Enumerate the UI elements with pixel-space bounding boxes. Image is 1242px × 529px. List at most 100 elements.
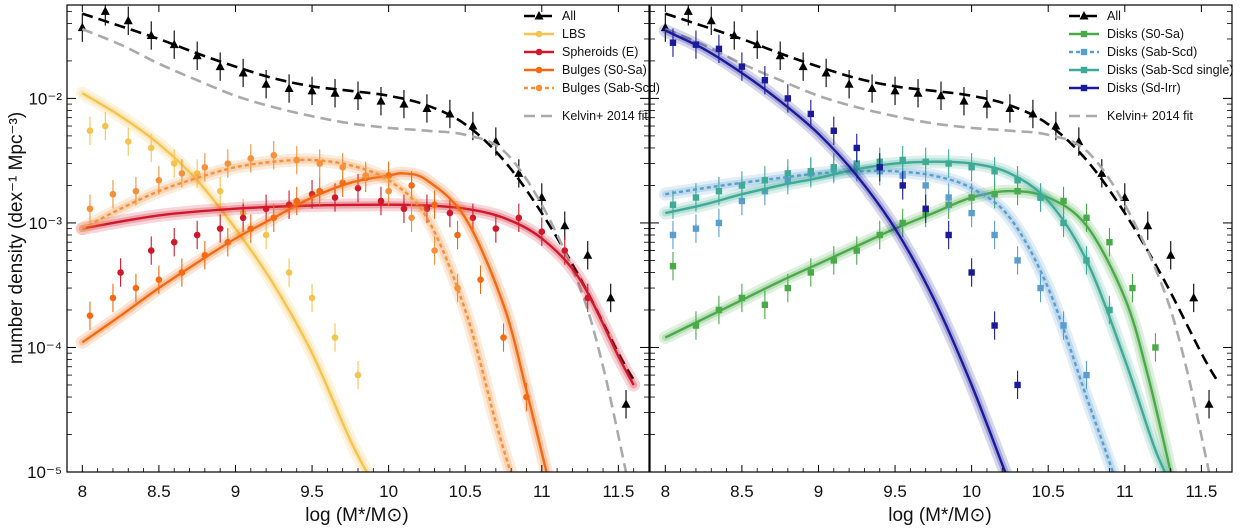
right-disks-sd-irr-point-8 [853,144,860,152]
right-x-tick-label-0: 8 [661,482,670,501]
left-spheroids-e-point-11 [377,197,385,205]
left-bulges-s0-sa-point-7 [247,225,255,232]
right-disks-s0-sa-point-3 [738,294,746,302]
left-lbs-fit-line [81,92,369,472]
left-all-point-10 [307,85,317,95]
right-all-point-23 [1189,292,1199,302]
right-disks-sd-irr-point-2 [715,45,723,53]
right-all-point-10 [890,85,900,95]
legend-disks-sd-label: Disks (Sd-Irr) [1107,81,1181,95]
left-y-tick-label-1: 10⁻⁴ [27,338,62,357]
left-bulges-s0-sa-point-5 [201,251,209,259]
right-disks-sd-irr-point-15 [1014,381,1021,389]
left-spheroids-e-point-19 [561,247,569,254]
right-disks-sab-scd-single-point-19 [1106,306,1113,314]
right-all-point-9 [867,83,877,93]
left-bulges-sab-scd-point-9 [293,156,301,164]
right-disks-s0-sa-point-1 [692,322,700,329]
right-all-point-13 [959,96,969,105]
legend-disks-sab-label: Disks (Sab-Scd) [1107,45,1197,59]
left-spheroids-e-point-16 [492,225,500,232]
left-bulges-sab-scd-point-2 [132,187,140,195]
left-plot-area [75,5,641,472]
left-spheroids-e-fit-line [82,203,635,386]
left-all-point-19 [514,168,524,177]
left-legend-swatches [524,11,554,118]
left-bulges-s0-sa-point-11 [339,179,346,187]
left-all-point-23 [606,292,616,302]
right-disks-sab-scd-point-12 [945,194,952,201]
right-disks-sab-scd-point-18 [1083,371,1090,379]
left-all-point-8 [261,79,271,88]
right-legend-swatches [1069,11,1099,118]
right-disks-s0-sa-point-13 [968,194,975,201]
right-disks-s0-sa-point-9 [876,231,883,239]
right-disks-sab-scd-single-point-12 [945,160,952,167]
left-all-point-1 [100,6,110,15]
right-disks-sab-scd-point-2 [715,219,723,227]
left-lbs-point-8 [262,231,270,239]
right-disks-sab-scd-point-13 [968,209,975,217]
right-disks-sab-scd-single-point-17 [1060,219,1067,227]
right-all-point-15 [1005,103,1015,112]
right-disks-sab-scd-point-1 [692,225,700,232]
left-bulges-sab-scd-point-6 [224,160,232,167]
left-y-tick-label-0: 10⁻⁵ [27,463,62,482]
right-disks-sab-scd-point-3 [738,197,746,205]
right-disks-sab-scd-single-point-16 [1037,194,1044,201]
left-lbs-point-9 [285,269,293,276]
left-lbs-point-2 [124,138,132,145]
right-x-tick-label-1: 8.5 [730,482,754,501]
left-lbs-point-12 [354,371,362,379]
left-x-tick-label-0: 8 [78,482,87,501]
legend-all-label-right: All [1107,9,1121,23]
left-spheroids-e-point-14 [446,209,454,217]
legend-bulges-s0-label: Bulges (S0-Sa) [562,63,647,77]
left-bulges-sab-scd-point-13 [385,187,392,195]
left-all-point-7 [238,67,248,77]
left-series-group [75,5,641,472]
left-lbs-point-10 [308,294,316,302]
left-bulges-s0-sa-point-17 [477,276,484,284]
right-disks-sab-scd-point-16 [1037,284,1044,292]
right-disks-sab-scd-single-point-13 [968,164,975,171]
right-disks-sab-scd-single-point-8 [853,160,860,167]
left-legend-swatch-marker-1 [535,30,543,38]
left-spheroids-e-point-4 [216,225,224,232]
left-all-point-15 [422,103,432,112]
left-x-tick-label-1: 8.5 [147,482,171,501]
right-series-group [658,5,1218,472]
left-bulges-sab-scd-fit-line [81,158,512,472]
right-disks-sd-irr-point-14 [991,322,998,329]
left-spheroids-e-point-7 [285,201,293,209]
left-x-tick-label-7: 11.5 [602,482,634,501]
right-x-tick-label-2: 9 [814,482,823,501]
right-x-tick-label-4: 10 [962,482,981,501]
left-all-point-24 [621,399,631,408]
left-all-point-21 [560,220,570,230]
right-disks-sab-scd-single-point-5 [784,170,792,177]
left-bulges-sab-scd-point-15 [431,247,438,254]
right-disks-s0-sa-point-14 [991,191,998,198]
right-disks-sab-scd-single-point-0 [669,201,677,208]
left-bulges-sab-scd-point-7 [247,155,255,162]
right-disks-s0-sa-fit-line [664,189,1172,472]
left-lbs-point-4 [170,160,178,167]
left-spheroids-e-point-9 [331,194,339,201]
right-disks-sab-scd-single-point-14 [991,168,998,175]
left-spheroids-e-point-15 [469,214,477,222]
left-spheroids-e-point-10 [354,184,362,192]
right-disks-sab-scd-single-point-18 [1083,257,1090,264]
left-bulges-s0-sa-point-1 [109,294,117,302]
right-disks-sab-scd-single-point-4 [761,177,769,184]
left-lbs-point-3 [147,144,155,152]
right-all-point-11 [913,88,923,97]
left-all-point-17 [468,121,478,130]
right-disks-sd-irr-fit-line [664,29,1007,472]
left-legend-swatch-marker-2 [535,48,543,56]
left-bulges-sab-scd-point-3 [155,176,163,184]
right-disks-s0-sa-point-7 [830,257,837,264]
left-bulges-s0-sa-point-15 [431,201,438,209]
